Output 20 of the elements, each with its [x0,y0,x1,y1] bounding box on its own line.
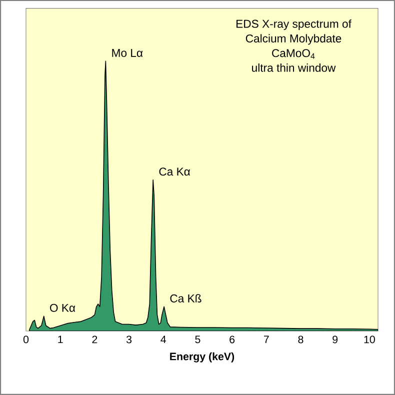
x-tick-label: 2 [92,336,98,344]
x-tick-label: 9 [332,336,338,344]
x-tick-label: 3 [126,336,132,344]
annotation: O Kα [50,304,76,312]
x-tick-label: 10 [364,336,375,344]
chart-title: EDS X-ray spectrum of [236,19,352,30]
text: CaMoO$_{4}$ [272,49,315,59]
x-axis-title: Energy (keV) [170,352,234,362]
annotation: ultra thin window [252,63,336,72]
x-tick-label: 1 [58,336,63,344]
x-tick-label: 6 [230,336,235,344]
annotation: Ca Kα [159,168,190,176]
x-tick-label: 7 [264,336,269,344]
annotation: Ca Kß [170,294,202,302]
x-tick-label: 8 [298,336,304,344]
x-tick-label: 0 [23,336,29,344]
x-tick-label: 4 [160,336,166,344]
x-tick-label: 5 [195,336,200,344]
chart-subtitle: Calcium Molybdate [246,34,342,45]
annotation: Mo Lα [112,49,143,57]
